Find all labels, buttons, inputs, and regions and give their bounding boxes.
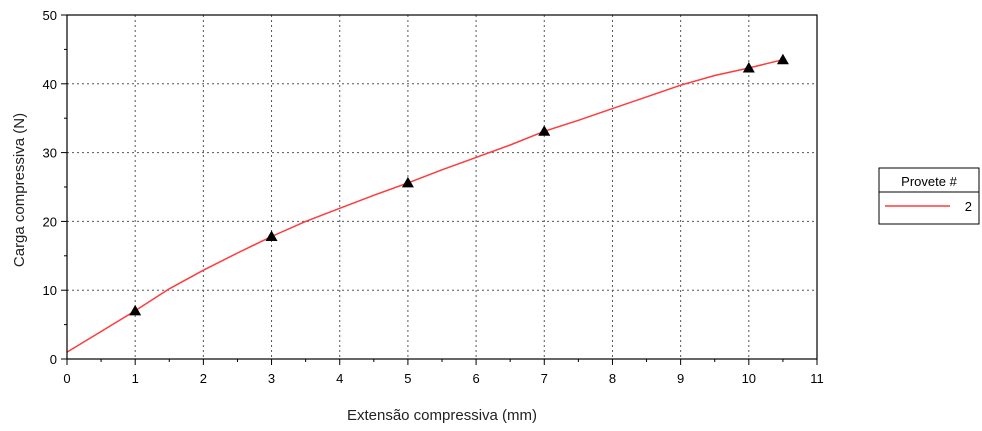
x-tick-label: 1 <box>132 371 139 386</box>
x-tick-label: 8 <box>609 371 616 386</box>
x-tick-label: 7 <box>541 371 548 386</box>
x-axis-title: Extensão compressiva (mm) <box>347 407 537 424</box>
y-tick-label: 40 <box>43 77 57 92</box>
x-tick-label: 10 <box>742 371 756 386</box>
y-tick-label: 50 <box>43 8 57 23</box>
plot-area-frame <box>66 14 818 360</box>
data-point-marker <box>129 304 142 316</box>
x-tick-label: 5 <box>404 371 411 386</box>
data-point-marker <box>265 230 278 242</box>
x-tick-label: 0 <box>63 371 70 386</box>
data-point-marker <box>776 53 789 65</box>
y-tick-labels: 0 10 20 30 40 50 <box>43 8 57 367</box>
y-tick-label: 0 <box>50 352 57 367</box>
x-tick-label: 4 <box>336 371 343 386</box>
data-point-marker <box>742 61 755 73</box>
series-line <box>66 58 784 353</box>
series-layer <box>66 58 784 353</box>
data-point-marker <box>401 176 414 188</box>
legend-title: Provete # <box>901 174 957 189</box>
x-tick-label: 9 <box>677 371 684 386</box>
x-tick-label: 6 <box>472 371 479 386</box>
data-point-marker <box>538 125 551 136</box>
x-tick-label: 2 <box>200 371 207 386</box>
x-tick-label: 3 <box>268 371 275 386</box>
grid-lines <box>67 15 817 359</box>
y-tick-label: 10 <box>43 283 57 298</box>
y-tick-label: 20 <box>43 214 57 229</box>
x-tick-labels: 0 1 2 3 4 5 6 7 8 9 10 11 <box>63 371 823 386</box>
marker-layer <box>129 53 789 316</box>
y-axis-title: Carga compressiva (N) <box>11 113 28 267</box>
axis-ticks <box>61 14 818 365</box>
legend-box <box>878 167 980 225</box>
legend: Provete # 2 <box>878 167 980 225</box>
x-tick-label: 11 <box>810 371 824 386</box>
legend-series-label: 2 <box>965 199 972 214</box>
y-tick-label: 30 <box>43 146 57 161</box>
